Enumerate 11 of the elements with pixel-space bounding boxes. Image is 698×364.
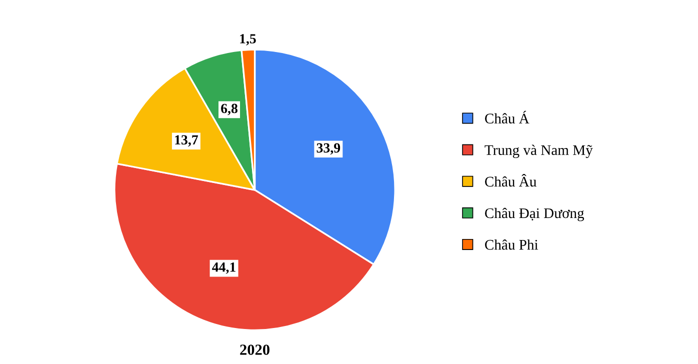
legend-label: Châu Phi (485, 239, 538, 250)
data-label: 44,1 (212, 262, 236, 274)
data-label: 33,9 (316, 143, 340, 155)
legend-label: Châu Đại Dương (485, 208, 584, 222)
data-label: 13,7 (175, 135, 198, 147)
data-label: 6,8 (221, 104, 238, 116)
legend-label: Châu Âu (485, 174, 536, 187)
data-label: 1,5 (240, 34, 256, 46)
text: 2020 (240, 344, 270, 355)
legend-label: Châu Á (485, 110, 530, 124)
legend-label: Trung và Nam Mỹ (484, 144, 593, 158)
